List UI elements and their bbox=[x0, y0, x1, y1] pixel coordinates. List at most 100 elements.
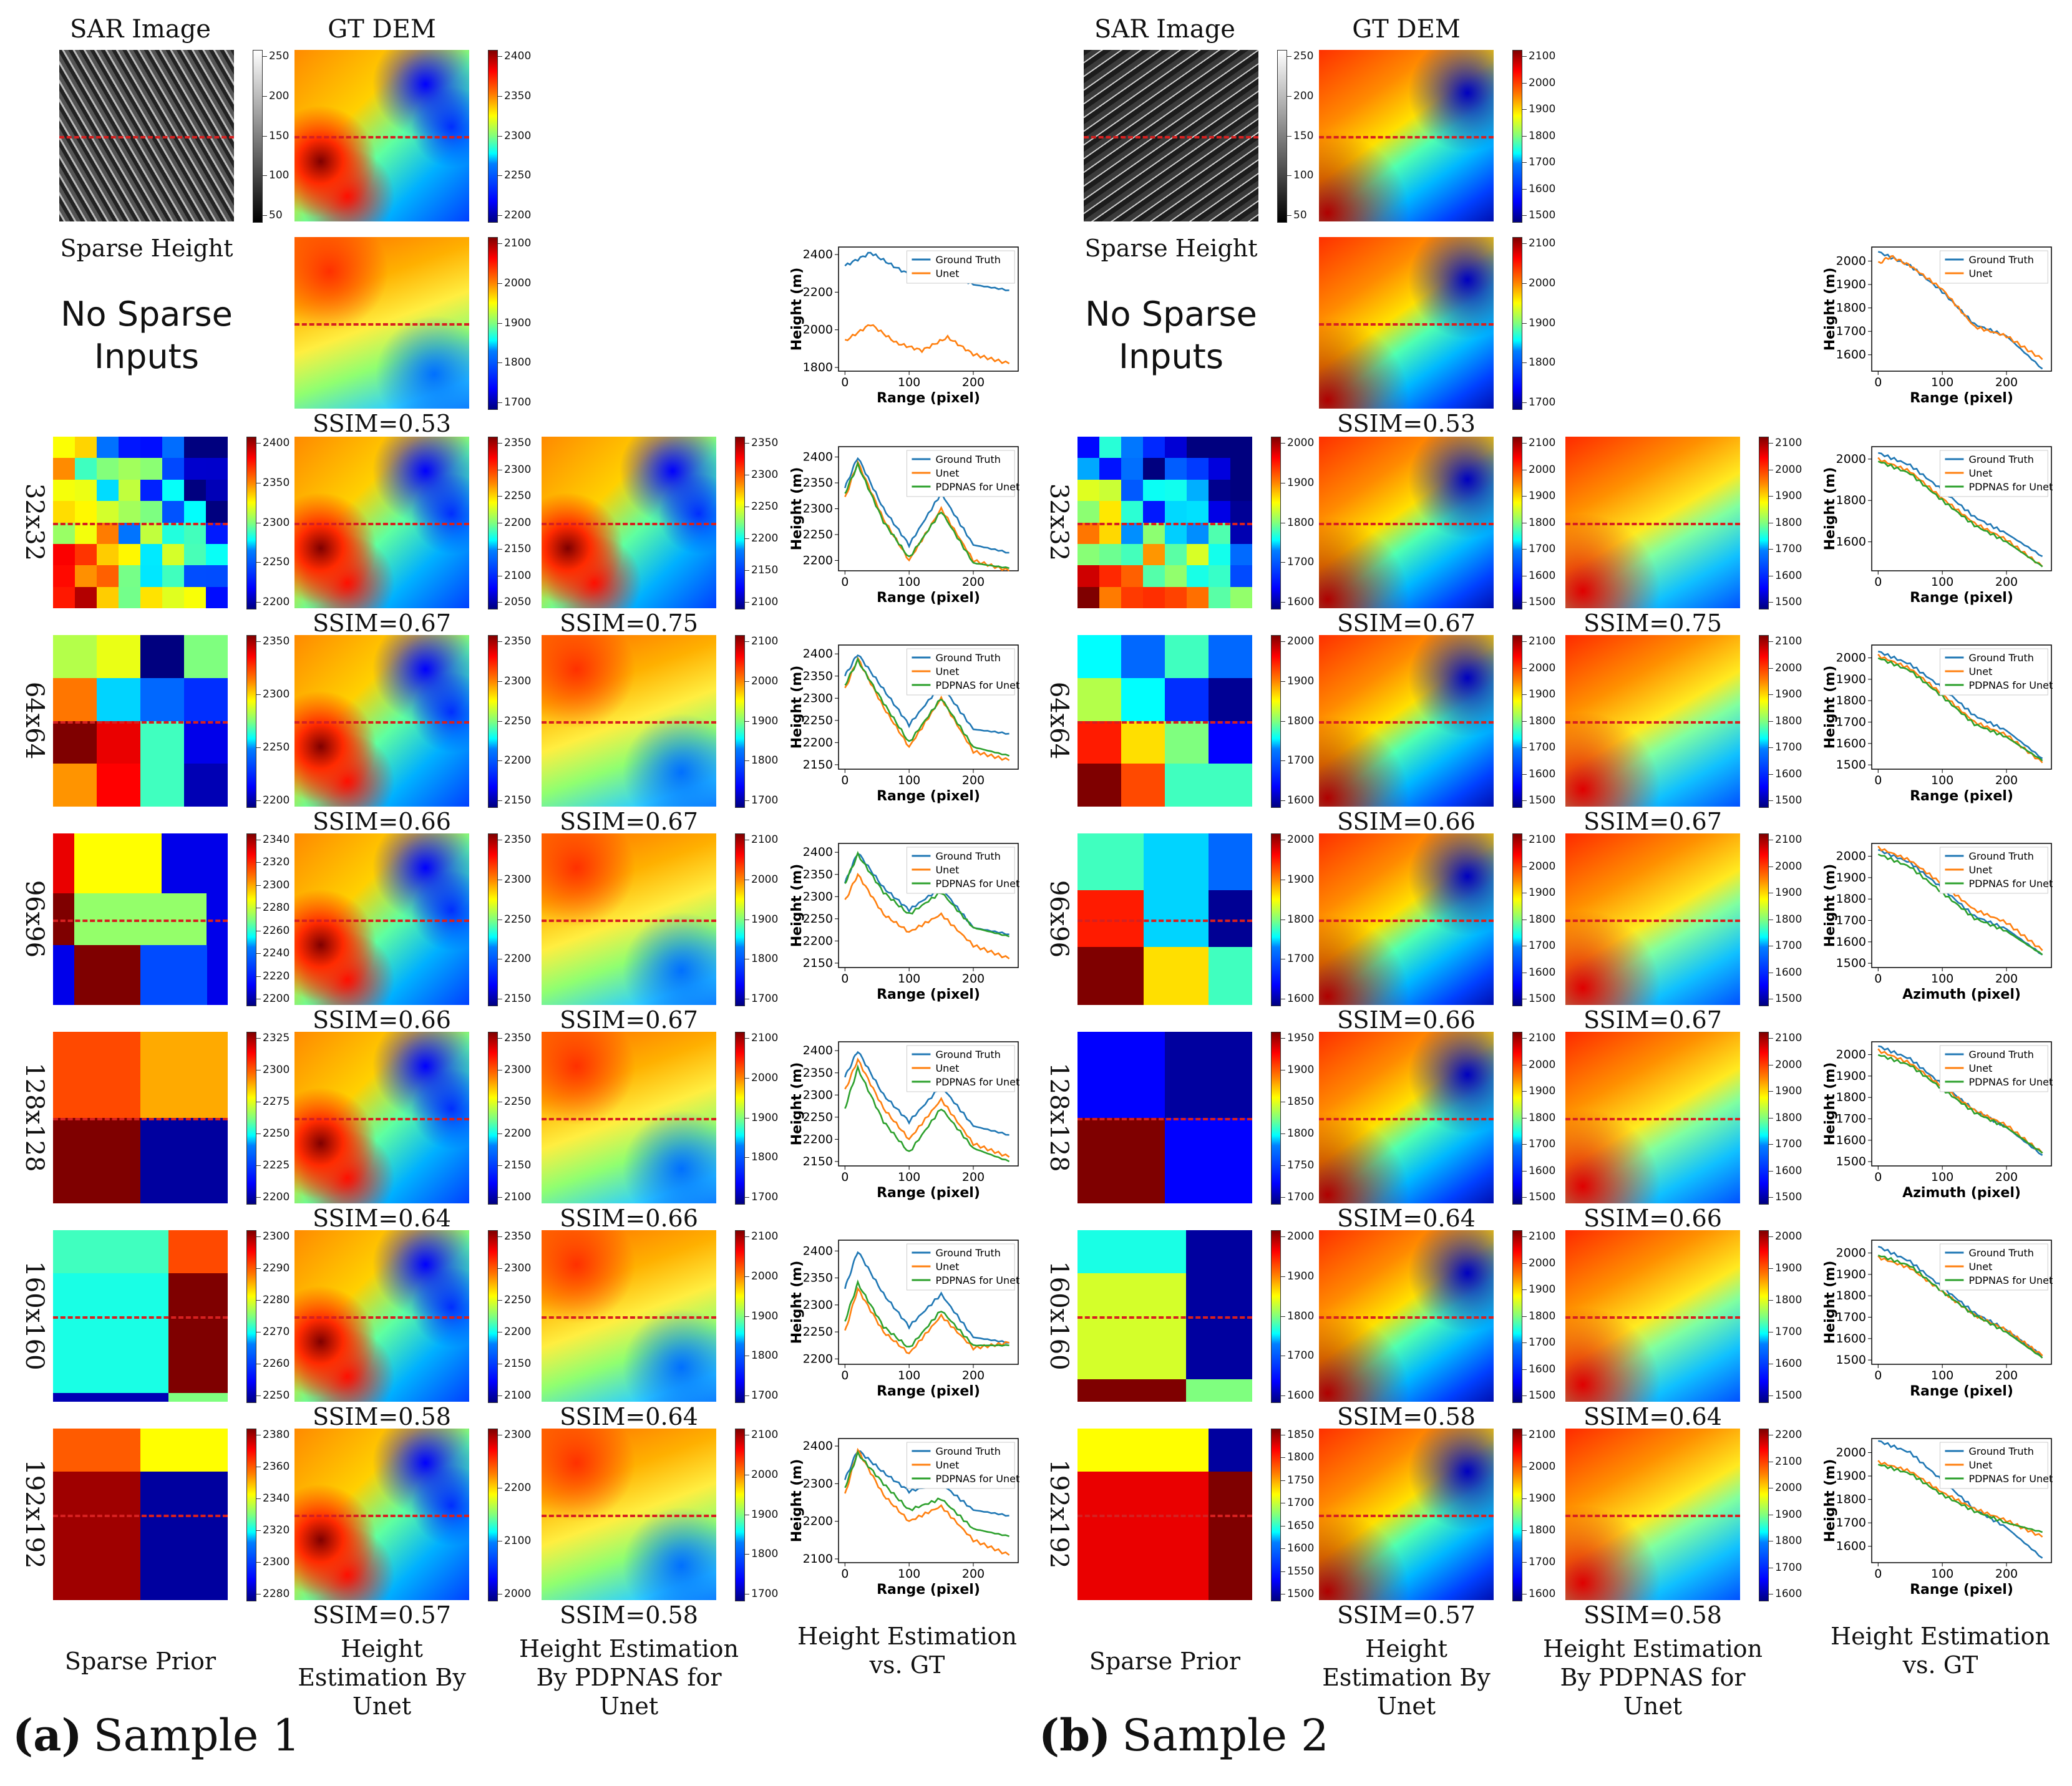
legend-entry: PDPNAS for Unet bbox=[935, 1473, 1019, 1485]
colorbar-tick: 1900 bbox=[1768, 1508, 1802, 1521]
colorbar-tick: 2250 bbox=[744, 500, 779, 513]
profile-line bbox=[542, 1515, 716, 1517]
prior-block bbox=[1187, 479, 1209, 502]
colorbar-tick: 2300 bbox=[497, 1429, 532, 1441]
y-tick-label: 2400 bbox=[803, 1439, 833, 1453]
pdpnas-estimate bbox=[1565, 833, 1740, 1005]
prior-block bbox=[1121, 437, 1144, 459]
prior-block bbox=[184, 635, 228, 679]
unet-colorbar bbox=[488, 437, 498, 609]
legend-entry: PDPNAS for Unet bbox=[1968, 1274, 2053, 1286]
prior-block bbox=[1209, 635, 1252, 679]
pdpnas-colorbar bbox=[1759, 833, 1769, 1006]
pdpnas-colorbar bbox=[1759, 1230, 1769, 1403]
prior-block bbox=[1099, 586, 1122, 608]
colorbar-tick: 1700 bbox=[1522, 939, 1556, 952]
x-tick-label: 0 bbox=[1874, 1170, 1882, 1184]
colorbar-tick: 2000 bbox=[497, 276, 532, 289]
colorbar-tick: 2000 bbox=[1768, 1482, 1802, 1494]
colorbar-tick: 1900 bbox=[1522, 490, 1556, 502]
series-ground-truth bbox=[844, 1051, 1009, 1136]
prior-block bbox=[140, 565, 163, 588]
colorbar-tick: 2000 bbox=[744, 1269, 779, 1283]
legend-box bbox=[906, 250, 1015, 284]
prior-block bbox=[162, 458, 185, 480]
unet-colorbar bbox=[488, 833, 498, 1006]
colorbar-tick: 2400 bbox=[256, 437, 290, 449]
legend-entry: Ground Truth bbox=[935, 1445, 1001, 1457]
series-pdpnas-for-unet bbox=[844, 657, 1010, 757]
colorbar-tick: 1500 bbox=[1522, 596, 1556, 608]
prior-block bbox=[1165, 677, 1209, 722]
prior-block bbox=[162, 479, 185, 502]
ssim-unet: SSIM=0.66 bbox=[313, 1006, 451, 1034]
prior-block bbox=[206, 501, 228, 523]
ssim-unet: SSIM=0.53 bbox=[313, 410, 451, 437]
prior-block bbox=[184, 721, 228, 765]
prior-block bbox=[53, 437, 75, 459]
colorbar-tick: 200 bbox=[262, 89, 289, 102]
sar-header: SAR Image bbox=[70, 15, 211, 44]
prior-block bbox=[162, 522, 185, 545]
colorbar-tick: 1850 bbox=[1280, 1429, 1315, 1441]
colorbar-tick: 2100 bbox=[497, 569, 532, 582]
series-unet bbox=[844, 1057, 1010, 1158]
colorbar-tick: 1800 bbox=[1280, 913, 1315, 926]
prior-block bbox=[119, 543, 141, 566]
series-pdpnas-for-unet bbox=[844, 850, 1010, 938]
profile-line bbox=[53, 1316, 228, 1319]
colorbar-tick: 1600 bbox=[1522, 569, 1556, 582]
colorbar-tick: 1850 bbox=[1280, 1095, 1315, 1108]
unet-colorbar bbox=[488, 1032, 498, 1205]
prior-block bbox=[1077, 522, 1100, 545]
unet-estimate bbox=[1319, 237, 1494, 409]
colorbar-tick: 2200 bbox=[497, 754, 532, 767]
colorbar-tick: 2250 bbox=[497, 169, 532, 182]
series-ground-truth bbox=[1878, 651, 2043, 759]
y-axis-label: Height (m) bbox=[789, 1261, 805, 1344]
colorbar-tick: 2000 bbox=[1768, 661, 1802, 674]
profile-line bbox=[294, 1316, 469, 1319]
prior-block bbox=[1209, 479, 1231, 502]
colorbar-tick: 2350 bbox=[497, 89, 532, 102]
x-tick-label: 0 bbox=[841, 1567, 849, 1581]
legend-entry: PDPNAS for Unet bbox=[935, 679, 1019, 691]
prior-block bbox=[1077, 721, 1122, 765]
x-tick-label: 0 bbox=[841, 774, 849, 787]
colorbar-tick: 2300 bbox=[497, 129, 532, 142]
colorbar-tick: 2250 bbox=[256, 556, 290, 569]
y-tick-label: 2400 bbox=[803, 1044, 833, 1057]
row-label: 64x64 bbox=[1044, 681, 1073, 759]
prior-block bbox=[74, 833, 162, 895]
footer-unet: Height Estimation By Unet bbox=[1322, 1635, 1491, 1720]
prior-block bbox=[1230, 458, 1252, 480]
colorbar-tick: 2280 bbox=[256, 1294, 290, 1306]
prior-block bbox=[1165, 522, 1187, 545]
prior-block bbox=[97, 764, 141, 807]
unet-colorbar bbox=[1512, 1429, 1522, 1601]
prior-block bbox=[1144, 890, 1209, 948]
colorbar-tick: 1700 bbox=[744, 794, 779, 807]
unet-colorbar bbox=[488, 1429, 498, 1601]
prior-block bbox=[1077, 764, 1122, 807]
x-tick-label: 0 bbox=[841, 972, 849, 986]
colorbar-tick: 1500 bbox=[1768, 992, 1802, 1005]
unet-estimate bbox=[294, 1032, 469, 1203]
pdpnas-estimate bbox=[542, 1032, 716, 1203]
colorbar-tick: 2000 bbox=[1522, 463, 1556, 476]
prior-block bbox=[1165, 501, 1187, 523]
y-axis-label: Height (m) bbox=[789, 864, 805, 948]
y-tick-label: 1700 bbox=[1836, 1112, 1866, 1126]
prior-block bbox=[1121, 501, 1144, 523]
colorbar-tick: 2100 bbox=[744, 635, 779, 648]
colorbar-tick: 2250 bbox=[497, 913, 532, 926]
unet-colorbar bbox=[1512, 437, 1522, 609]
pdpnas-colorbar bbox=[735, 1429, 745, 1601]
colorbar-tick: 1500 bbox=[1768, 1191, 1802, 1203]
y-tick-label: 2200 bbox=[803, 553, 833, 567]
prior-block bbox=[1230, 565, 1252, 588]
y-tick-label: 1500 bbox=[1836, 956, 1866, 970]
unet-estimate bbox=[1319, 437, 1494, 608]
x-tick-label: 0 bbox=[1874, 376, 1882, 389]
y-tick-label: 2150 bbox=[803, 1155, 833, 1168]
